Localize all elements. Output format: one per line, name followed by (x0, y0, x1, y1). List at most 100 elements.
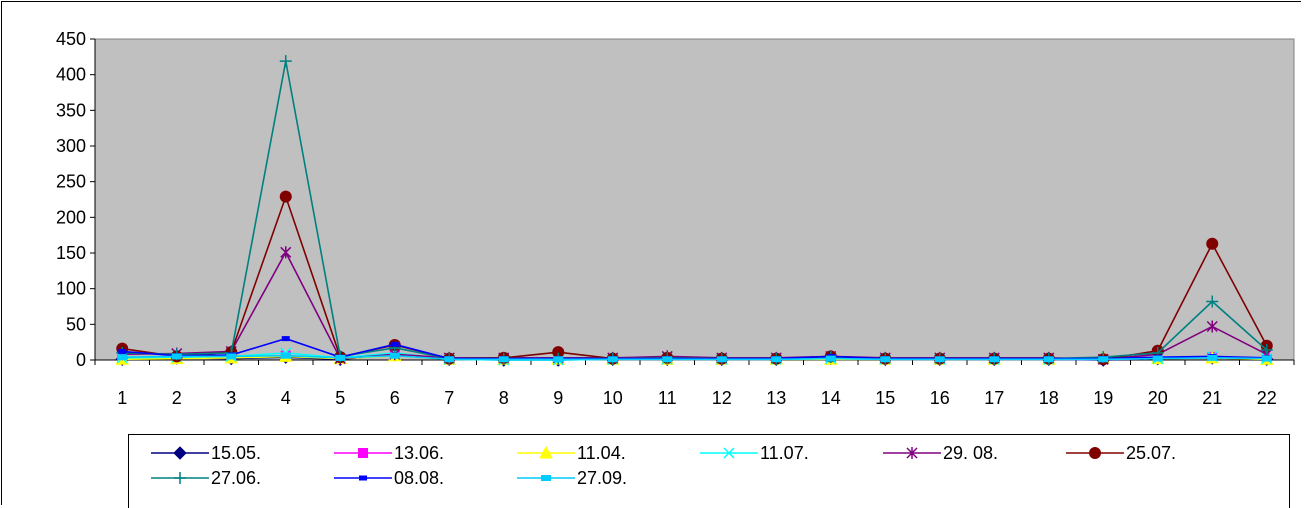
data-point (390, 341, 399, 347)
y-tick-label: 150 (56, 243, 86, 263)
series-8 (117, 352, 1272, 363)
data-point (173, 446, 187, 460)
data-point (1098, 356, 1109, 363)
x-tick-label: 22 (1257, 388, 1277, 408)
legend-swatch (517, 445, 575, 459)
legend-item: 11.07. (700, 441, 809, 465)
plot-area (94, 38, 1295, 361)
legend-label: 25.07. (1126, 442, 1177, 463)
data-point (716, 356, 727, 363)
y-tick-label: 450 (56, 29, 86, 49)
x-tick-label: 21 (1202, 388, 1222, 408)
x-tick-label: 5 (335, 388, 345, 408)
legend-label: 15.05. (211, 442, 262, 463)
legend-label: 13.06. (394, 442, 445, 463)
x-tick-label: 11 (658, 388, 677, 408)
x-tick-label: 8 (499, 388, 509, 408)
x-tick-label: 19 (1093, 388, 1113, 408)
data-point (1206, 237, 1219, 250)
data-point (389, 352, 400, 359)
data-point (1206, 320, 1218, 333)
y-tick-label: 100 (56, 279, 86, 299)
legend-swatch (883, 447, 941, 459)
x-tick-label: 13 (766, 388, 786, 408)
data-point (1207, 354, 1218, 361)
legend-label: 27.06. (211, 467, 262, 488)
legend-label: 29. 08. (943, 442, 999, 463)
data-point (1260, 344, 1273, 357)
x-tick-label: 1 (117, 388, 127, 408)
legend-swatch (517, 475, 575, 481)
data-point (771, 356, 782, 363)
data-point (171, 353, 182, 360)
x-tick-label: 10 (603, 388, 623, 408)
y-tick-label: 0 (76, 350, 86, 370)
data-point (906, 447, 918, 459)
x-tick-label: 20 (1148, 388, 1168, 408)
legend-swatch (151, 446, 209, 460)
data-point (118, 348, 127, 354)
x-tick-label: 15 (875, 388, 895, 408)
data-point (498, 356, 509, 363)
legend-label: 11.07. (760, 442, 809, 463)
data-point (1089, 447, 1101, 459)
legend-swatch (151, 472, 209, 484)
data-point (934, 356, 945, 363)
legend-swatch (1066, 447, 1124, 459)
data-point (553, 356, 564, 363)
data-point (174, 472, 186, 484)
x-tick-label: 9 (553, 388, 563, 408)
data-point (280, 246, 292, 259)
series-layer (115, 55, 1274, 367)
data-point (117, 354, 128, 361)
data-point (662, 356, 673, 363)
x-tick-label: 2 (172, 388, 182, 408)
data-point (539, 445, 553, 459)
x-tick-label: 6 (390, 388, 400, 408)
x-tick-label: 14 (821, 388, 841, 408)
x-tick-label: 18 (1039, 388, 1059, 408)
x-tick-label: 3 (226, 388, 236, 408)
data-point (444, 356, 455, 363)
data-point (1152, 355, 1163, 362)
data-point (359, 475, 367, 481)
legend: 15.05. 13.06. 11.04. 11.07. 29. 08. 25.07. 27.… (128, 434, 1290, 508)
series-line (122, 354, 1267, 361)
data-point (1261, 355, 1272, 362)
y-tick-label: 350 (56, 100, 86, 120)
data-point (335, 354, 346, 361)
x-tick-label: 17 (984, 388, 1004, 408)
legend-item: 11.04. (517, 441, 626, 465)
data-point (279, 55, 292, 68)
data-point (552, 346, 565, 359)
legend-item: 27.06. (151, 466, 261, 490)
legend-label: 11.04. (577, 442, 626, 463)
data-point (358, 448, 368, 458)
data-point (989, 356, 1000, 363)
data-point (1206, 295, 1219, 308)
data-point (541, 475, 551, 481)
data-point (1043, 356, 1054, 363)
x-tick-label: 4 (281, 388, 291, 408)
legend-item: 13.06. (334, 441, 444, 465)
y-tick-label: 300 (56, 136, 86, 156)
data-point (281, 336, 290, 342)
data-point (880, 356, 891, 363)
legend-label: 08.08. (394, 467, 445, 488)
data-point (279, 190, 292, 203)
x-tick-label: 12 (712, 388, 732, 408)
data-point (723, 447, 735, 459)
x-tick-label: 16 (930, 388, 950, 408)
legend-item: 08.08. (334, 466, 444, 490)
legend-item: 27.09. (517, 466, 627, 490)
y-tick-label: 50 (66, 314, 86, 334)
legend-label: 27.09. (577, 467, 628, 488)
legend-item: 15.05. (151, 441, 261, 465)
legend-item: 25.07. (1066, 441, 1176, 465)
data-point (607, 356, 618, 363)
legend-swatch (334, 448, 392, 458)
data-point (280, 352, 291, 359)
y-tick-label: 250 (56, 172, 86, 192)
